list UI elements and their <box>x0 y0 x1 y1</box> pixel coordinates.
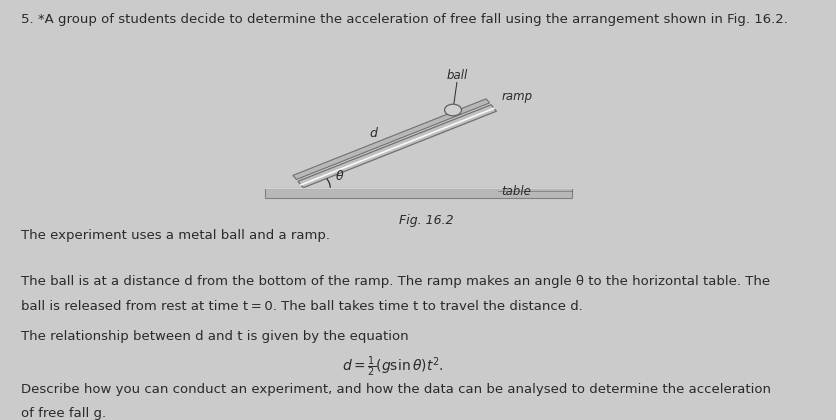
Text: of free fall g.: of free fall g. <box>21 407 106 420</box>
Text: d: d <box>370 127 378 140</box>
Text: The relationship between d and t is given by the equation: The relationship between d and t is give… <box>21 330 409 343</box>
Text: ball is released from rest at time t = 0. The ball takes time t to travel the di: ball is released from rest at time t = 0… <box>21 300 583 313</box>
Text: θ: θ <box>336 170 344 183</box>
Text: ball: ball <box>446 69 467 82</box>
Text: Fig. 16.2: Fig. 16.2 <box>399 214 454 227</box>
Text: Describe how you can conduct an experiment, and how the data can be analysed to : Describe how you can conduct an experime… <box>21 383 771 396</box>
Text: The experiment uses a metal ball and a ramp.: The experiment uses a metal ball and a r… <box>21 229 330 242</box>
Text: 5. *A group of students decide to determine the acceleration of free fall using : 5. *A group of students decide to determ… <box>21 13 788 26</box>
Polygon shape <box>293 99 490 179</box>
Polygon shape <box>298 105 497 188</box>
Text: table: table <box>502 185 532 198</box>
Text: ramp: ramp <box>502 90 533 102</box>
FancyBboxPatch shape <box>265 188 573 198</box>
Text: The ball is at a distance d from the bottom of the ramp. The ramp makes an angle: The ball is at a distance d from the bot… <box>21 275 770 288</box>
Text: $d = \frac{1}{2}(g\sin\theta)t^{2}.$: $d = \frac{1}{2}(g\sin\theta)t^{2}.$ <box>342 355 444 379</box>
Circle shape <box>445 104 461 116</box>
